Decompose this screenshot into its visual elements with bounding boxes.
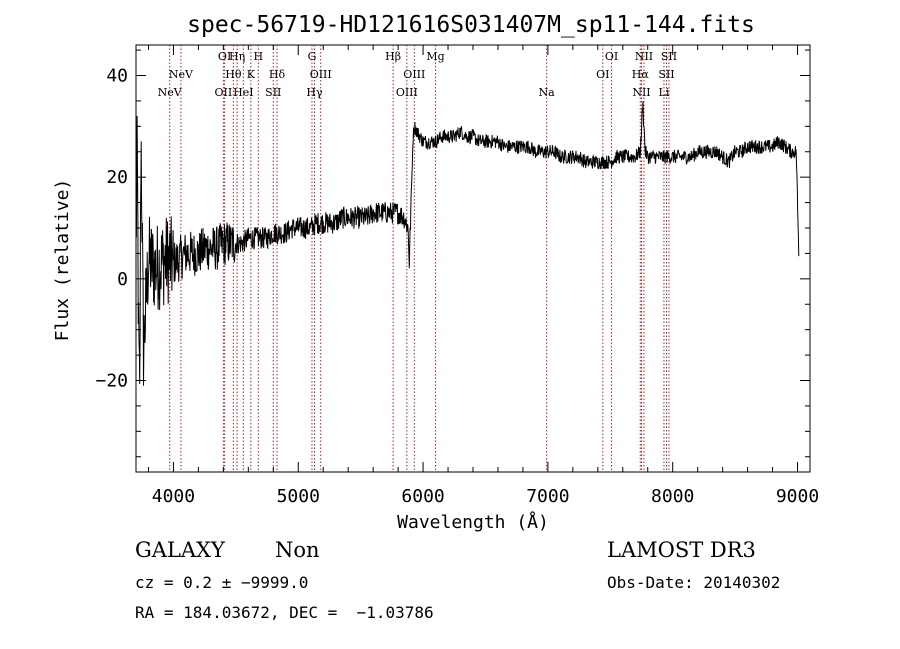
x-tick-label-0: 4000 [152,486,195,507]
obs-date-readout: Obs-Date: 20140302 [607,573,781,592]
line-marker-label-3: OI [218,50,231,63]
line-marker-label-2: OII [215,86,233,99]
line-marker-label-8: H [254,50,264,63]
x-tick-label-5: 9000 [776,486,819,507]
chart-title: spec-56719-HD121616S031407M_sp11-144.fit… [187,12,755,38]
line-marker-label-11: G [308,50,317,63]
line-marker-group [169,45,670,472]
line-marker-label-6: HeI [233,86,253,99]
line-marker-label-1: NeV [169,68,194,81]
line-marker-label-15: OIII [396,86,418,99]
line-marker-label-20: OI [605,50,618,63]
y-tick-label-0: −20 [95,371,128,392]
line-marker-label-10: Hδ [269,68,286,81]
redshift-readout: cz = 0.2 ± −9999.0 [135,573,309,592]
object-subclass: Non [275,538,320,562]
line-marker-label-17: Mg [426,50,444,63]
x-axis: 4000 5000 6000 7000 8000 9000 [147,45,819,507]
y-axis: −20 0 20 40 [95,49,810,458]
line-marker-label-13: OIII [310,68,332,81]
line-marker-label-24: Li [659,86,670,99]
line-marker-label-group: NeVNeVOIIOIHθHηHeIKHSIIHδGHγOIIIHβOIIIOI… [158,50,677,99]
y-tick-label-1: 0 [117,269,128,290]
line-marker-label-12: Hγ [306,86,323,99]
coordinates-readout: RA = 184.03672, DEC = −1.03786 [135,603,434,622]
line-marker-label-7: K [247,68,256,81]
survey-name: LAMOST DR3 [607,538,756,562]
line-marker-label-9: SII [265,86,281,99]
object-class: GALAXY [135,538,225,562]
line-marker-label-16: OIII [403,68,425,81]
line-marker-label-19: OI [596,68,609,81]
line-marker-label-5: Hη [229,50,245,63]
line-marker-label-4: Hθ [225,68,242,81]
line-marker-label-23: NII [635,50,653,63]
x-tick-label-4: 8000 [651,486,694,507]
y-tick-label-3: 40 [106,66,128,87]
line-marker-label-14: Hβ [385,50,401,63]
spectrum-line [135,101,800,386]
y-axis-label: Flux (relative) [52,179,73,342]
line-marker-label-18: Na [539,86,556,99]
x-axis-label: Wavelength (Å) [397,511,549,533]
x-tick-label-2: 6000 [401,486,444,507]
x-tick-label-3: 7000 [526,486,569,507]
line-marker-label-22: NII [632,86,650,99]
line-marker-label-0: NeV [158,86,183,99]
line-marker-label-26: SII [661,50,677,63]
line-marker-label-25: SII [658,68,674,81]
y-tick-label-2: 20 [106,167,128,188]
x-tick-label-1: 5000 [277,486,320,507]
line-marker-label-21: Hα [632,68,650,81]
